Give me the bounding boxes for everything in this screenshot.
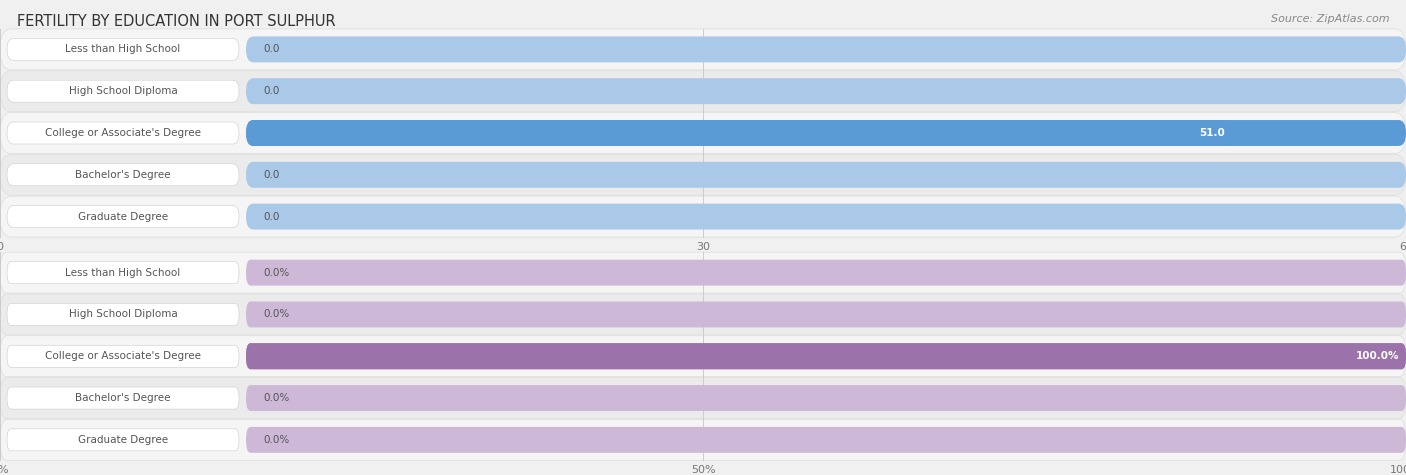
FancyBboxPatch shape <box>246 343 1406 369</box>
Text: 0.0: 0.0 <box>263 44 280 55</box>
FancyBboxPatch shape <box>7 80 239 102</box>
Text: High School Diploma: High School Diploma <box>69 86 177 96</box>
Text: Less than High School: Less than High School <box>66 44 180 55</box>
FancyBboxPatch shape <box>246 260 1406 285</box>
FancyBboxPatch shape <box>0 378 1406 418</box>
Text: 0.0%: 0.0% <box>263 267 290 278</box>
FancyBboxPatch shape <box>246 78 1406 104</box>
FancyBboxPatch shape <box>7 304 239 325</box>
Text: High School Diploma: High School Diploma <box>69 309 177 320</box>
Text: 100.0%: 100.0% <box>1355 351 1399 361</box>
FancyBboxPatch shape <box>246 37 1406 62</box>
Text: Less than High School: Less than High School <box>66 267 180 278</box>
FancyBboxPatch shape <box>246 302 1406 327</box>
FancyBboxPatch shape <box>0 71 1406 112</box>
Text: FERTILITY BY EDUCATION IN PORT SULPHUR: FERTILITY BY EDUCATION IN PORT SULPHUR <box>17 14 336 29</box>
FancyBboxPatch shape <box>246 427 1406 453</box>
FancyBboxPatch shape <box>7 122 239 144</box>
FancyBboxPatch shape <box>0 252 1406 293</box>
FancyBboxPatch shape <box>246 204 1406 229</box>
Text: Source: ZipAtlas.com: Source: ZipAtlas.com <box>1271 14 1389 24</box>
Text: 51.0: 51.0 <box>1199 128 1225 138</box>
Text: Bachelor's Degree: Bachelor's Degree <box>76 393 170 403</box>
FancyBboxPatch shape <box>246 120 1406 146</box>
FancyBboxPatch shape <box>7 262 239 284</box>
FancyBboxPatch shape <box>246 162 1406 188</box>
FancyBboxPatch shape <box>0 29 1406 70</box>
Text: 0.0: 0.0 <box>263 86 280 96</box>
FancyBboxPatch shape <box>0 113 1406 153</box>
Text: Graduate Degree: Graduate Degree <box>77 435 169 445</box>
FancyBboxPatch shape <box>0 419 1406 460</box>
FancyBboxPatch shape <box>0 196 1406 237</box>
FancyBboxPatch shape <box>0 336 1406 377</box>
Text: College or Associate's Degree: College or Associate's Degree <box>45 128 201 138</box>
FancyBboxPatch shape <box>7 206 239 228</box>
Text: 0.0%: 0.0% <box>263 393 290 403</box>
FancyBboxPatch shape <box>246 385 1406 411</box>
FancyBboxPatch shape <box>7 387 239 409</box>
Text: 0.0%: 0.0% <box>263 309 290 320</box>
Text: Bachelor's Degree: Bachelor's Degree <box>76 170 170 180</box>
Text: 0.0%: 0.0% <box>263 435 290 445</box>
Text: 0.0: 0.0 <box>263 211 280 222</box>
Text: 0.0: 0.0 <box>263 170 280 180</box>
FancyBboxPatch shape <box>7 164 239 186</box>
Text: Graduate Degree: Graduate Degree <box>77 211 169 222</box>
FancyBboxPatch shape <box>7 38 239 60</box>
FancyBboxPatch shape <box>7 345 239 367</box>
FancyBboxPatch shape <box>246 343 1406 369</box>
FancyBboxPatch shape <box>0 154 1406 195</box>
FancyBboxPatch shape <box>246 120 1232 146</box>
FancyBboxPatch shape <box>0 294 1406 335</box>
FancyBboxPatch shape <box>7 429 239 451</box>
Text: College or Associate's Degree: College or Associate's Degree <box>45 351 201 361</box>
